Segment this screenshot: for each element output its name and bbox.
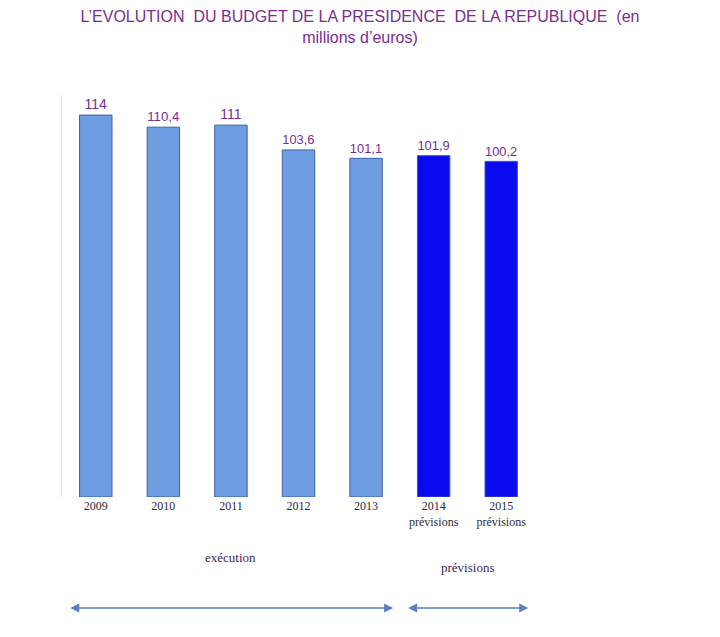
- svg-text:100,2: 100,2: [485, 144, 517, 159]
- svg-text:101,9: 101,9: [417, 138, 449, 153]
- svg-text:101,1: 101,1: [350, 141, 382, 156]
- svg-text:103,6: 103,6: [282, 132, 314, 147]
- svg-text:111: 111: [220, 106, 241, 122]
- svg-text:114: 114: [85, 96, 108, 112]
- svg-text:2014prévisions: 2014prévisions: [409, 499, 459, 529]
- svg-text:2012: 2012: [287, 499, 311, 513]
- svg-text:prévisions: prévisions: [441, 560, 494, 575]
- svg-text:exécution: exécution: [205, 550, 256, 565]
- svg-text:2011: 2011: [219, 499, 243, 513]
- svg-text:110,4: 110,4: [147, 109, 179, 124]
- svg-text:2010: 2010: [151, 499, 175, 513]
- svg-text:2013: 2013: [354, 499, 378, 513]
- svg-text:L’EVOLUTION DU BUDGET DE LA P: L’EVOLUTION DU BUDGET DE LA PRESIDENCE D…: [81, 8, 640, 46]
- svg-text:2015prévisions: 2015prévisions: [477, 499, 527, 529]
- svg-text:2009: 2009: [84, 499, 108, 513]
